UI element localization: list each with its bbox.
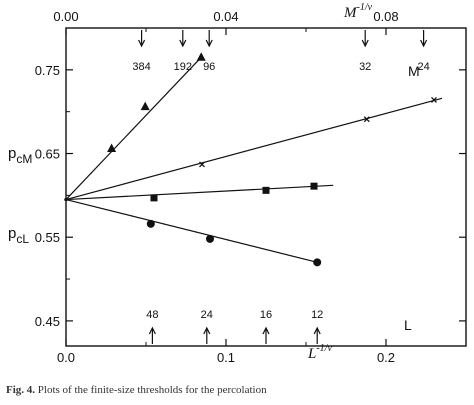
bottom-axis-tick-label: 0.2 — [377, 350, 395, 365]
L-annotation-label: 24 — [201, 309, 213, 321]
L-annotation-arrow-head — [203, 326, 211, 335]
figure-caption: Fig. 4. Plots of the finite-size thresho… — [6, 384, 468, 404]
bottom-axis-label: L-1/ν — [307, 343, 332, 362]
triangle-marker — [107, 143, 117, 153]
M-annotation-arrow-head — [179, 39, 187, 48]
axis-ticks — [65, 27, 466, 346]
circle-marker — [146, 219, 155, 228]
L-annotation-label: 12 — [311, 309, 323, 321]
fit-line-circle — [65, 198, 318, 263]
fit-line-square — [65, 184, 334, 201]
chart: 0.0 0.1 0.2 0.00 0.04 0.08 0.45 0.55 0.65 0.75 38… — [8, 2, 467, 365]
fit-line-x — [65, 97, 443, 201]
L-annotation-label: 48 — [146, 309, 158, 321]
x-marker — [431, 97, 437, 103]
bottom-axis-label-exp: -1/ν — [316, 343, 332, 354]
caption-label: Fig. 4. — [6, 384, 36, 396]
M-annotation-arrow-head — [138, 39, 146, 48]
L-annotation-label: 16 — [260, 309, 272, 321]
M-annotation-title: M — [408, 63, 420, 79]
plot-area — [65, 27, 467, 347]
triangle-marker — [196, 52, 206, 61]
M-annotation-arrow-head — [205, 39, 213, 48]
L-annotation-title: L — [404, 317, 412, 333]
circle-marker — [206, 234, 214, 243]
square-marker — [310, 182, 318, 190]
y-axis-tick-label: 0.75 — [35, 63, 60, 78]
square-marker — [262, 186, 270, 194]
bottom-axis-tick-label: 0.1 — [217, 350, 235, 365]
circle-marker — [313, 258, 322, 267]
data-markers — [64, 52, 437, 267]
y-axis-label-lower: pcL — [8, 225, 29, 246]
triangle-marker — [140, 101, 150, 111]
bottom-axis-tick-label: 0.0 — [57, 350, 75, 365]
L-annotation-arrow-head — [148, 326, 156, 335]
M-annotation-label: 24 — [417, 61, 429, 73]
fit-line-triangle — [65, 56, 202, 200]
plot-frame — [65, 27, 467, 347]
x-marker — [363, 116, 370, 123]
intercept-point — [64, 197, 68, 202]
caption-text: Plots of the finite-size thresholds for … — [37, 384, 267, 396]
top-axis-tick-label: 0.04 — [213, 9, 238, 24]
y-axis-tick-label: 0.45 — [35, 314, 60, 329]
M-annotation-label: 192 — [174, 61, 192, 73]
M-annotation-label: 32 — [359, 61, 371, 73]
square-marker — [150, 194, 158, 202]
top-axis-tick-label: 0.08 — [373, 9, 398, 24]
tick-labels: 0.0 0.1 0.2 0.00 0.04 0.08 0.45 0.55 0.65 0.75 — [35, 9, 399, 365]
x-marker — [199, 161, 205, 168]
M-annotation-label: 96 — [203, 61, 215, 73]
y-axis-tick-label: 0.55 — [35, 230, 60, 245]
top-axis-label-exp: -1/ν — [357, 2, 373, 13]
y-axis-tick-label: 0.65 — [35, 147, 60, 162]
top-axis-tick-label: 0.00 — [53, 9, 78, 24]
y-axis-label-upper: pcM — [8, 145, 32, 166]
top-axis-label: M-1/ν — [343, 2, 373, 21]
size-annotations: 384 192 96 32 24 48 24 16 12 — [132, 30, 430, 344]
M-annotation-label: 384 — [132, 61, 150, 73]
L-annotation-arrow-head — [262, 326, 270, 335]
fit-lines — [65, 56, 443, 263]
M-annotation-arrow-head — [361, 39, 369, 48]
L-annotation-arrow-head — [313, 326, 321, 335]
M-annotation-arrow-head — [420, 39, 428, 48]
